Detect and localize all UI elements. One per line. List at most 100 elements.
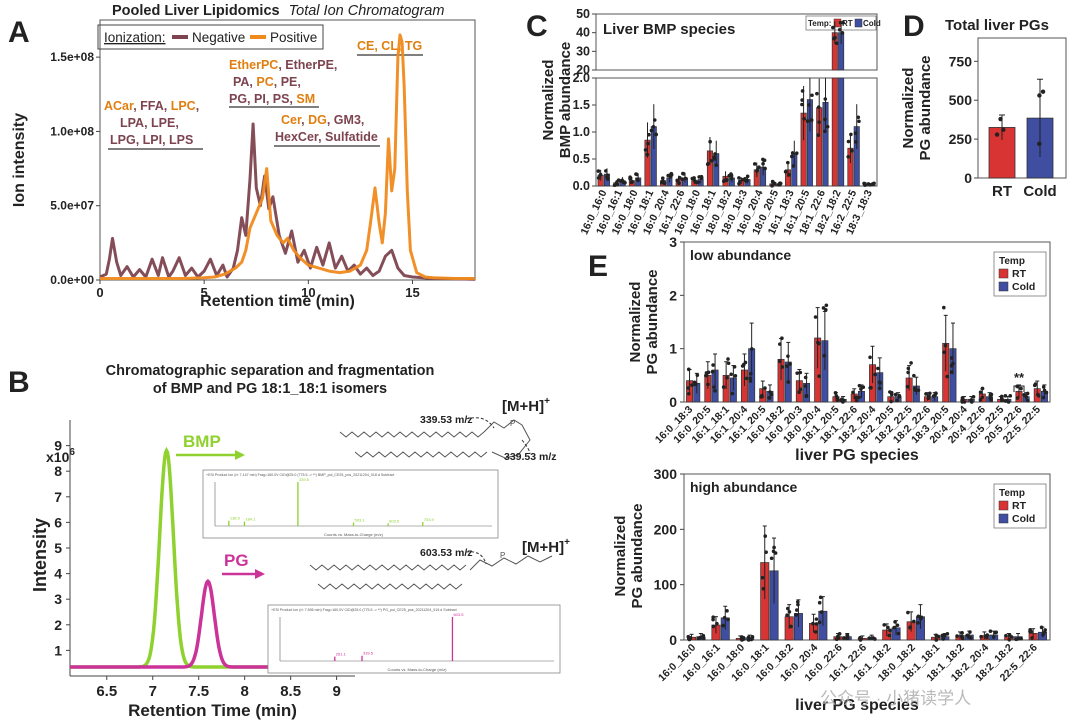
panel-e-low-data-point — [740, 364, 745, 368]
panel-letter-b: B — [8, 366, 30, 399]
panel-e-low-data-point — [824, 308, 828, 312]
panel-e-low-data-point — [694, 381, 698, 386]
panel-letter-d: D — [903, 10, 925, 43]
panel-e-low-data-point — [786, 380, 791, 384]
pg-phosphorus: P — [500, 551, 505, 560]
panel-b-y-tick-label: 8 — [54, 463, 62, 479]
panel-e-low-data-point — [712, 385, 716, 389]
panel-c-legend-cold: Cold — [863, 19, 881, 28]
panel-e-high-data-point — [711, 617, 715, 622]
panel-d-data-point — [994, 132, 1000, 137]
panel-e-high-data-point — [764, 550, 768, 554]
panel-e-high-data-point — [906, 610, 910, 615]
panel-c-data-point — [636, 178, 640, 183]
panel-c-upper-tick-label: 40 — [576, 26, 590, 40]
panel-e-low-data-point — [889, 390, 894, 395]
panel-e-low-data-point — [1003, 399, 1008, 403]
panel-c-data-point — [630, 179, 634, 184]
panel-c-data-point — [825, 124, 830, 129]
panel-c-y-label-1: Normalized — [540, 60, 557, 141]
bmp-ion-label: [M+H]+ — [502, 396, 550, 415]
panel-c-data-point — [713, 152, 717, 156]
pg-spectrum-peak-label: 339.5 — [363, 651, 374, 656]
panel-e-high-data-point — [814, 617, 819, 621]
legend-positive-label: Positive — [270, 30, 317, 45]
panel-c-data-point — [778, 181, 783, 186]
panel-c-data-point — [752, 162, 757, 166]
panel-d-data-point — [1037, 93, 1042, 98]
panel-c-data-point — [645, 152, 650, 157]
panel-e-significance: ** — [1014, 370, 1025, 385]
panel-e-high-data-point — [1041, 633, 1045, 637]
bmp-spectrum-header: +ESI Product Ion (rt: 7.147 min) Frag=16… — [206, 473, 394, 477]
panel-e-high-data-point — [787, 610, 792, 614]
panel-e-high-data-point — [916, 621, 920, 625]
panel-c-data-point — [605, 175, 609, 179]
panel-c-legend-title: Temp: — [808, 19, 831, 28]
panel-letter-e: E — [588, 250, 608, 283]
panel-e-low-legend-rt: RT — [1012, 268, 1027, 280]
pg-structure-chain-2 — [317, 583, 463, 590]
panel-e-low-data-point — [951, 361, 955, 366]
panel-b-y-tick-label: 4 — [54, 566, 62, 582]
bmp-mz-label-2: 339.53 m/z — [504, 451, 557, 463]
panel-e-high-data-point — [858, 638, 863, 642]
panel-e-low-legend-cold: Cold — [1012, 281, 1035, 293]
panel-e-high-data-point — [895, 623, 900, 628]
bmp-structure-chain-1 — [339, 431, 485, 438]
panel-a-x-label: Retention time (min) — [200, 293, 355, 310]
panel-e-low-data-point — [710, 369, 715, 374]
panel-e-low-data-point — [743, 360, 748, 365]
panel-c-data-point — [810, 93, 814, 98]
panel-e-high-data-point — [1007, 638, 1012, 642]
panel-e-high-data-point — [796, 602, 800, 607]
panel-c-lower-tick-label: 1.5 — [573, 98, 590, 112]
pg-spectrum-peak-label: 261.1 — [336, 652, 347, 657]
panel-e-low-legend-rt-swatch — [998, 268, 1009, 279]
pg-spectrum-header: +ESI Product Ion (rt: 7.596 min) Frag=16… — [271, 608, 457, 612]
lipid-group-1-line-1: ACar, FFA, LPC, — [104, 99, 199, 113]
panel-c-data-point — [800, 102, 804, 107]
panel-e-high-title: high abundance — [690, 479, 798, 495]
panel-c-lower-tick-label: 1.0 — [573, 125, 590, 139]
panel-e-high-data-point — [837, 632, 842, 636]
panel-e-high-tick-label: 300 — [654, 466, 678, 482]
panel-c-data-point — [652, 118, 657, 122]
panel-e-low-data-point — [785, 364, 789, 368]
lipid-group-1-line-3: LPG, LPI, LPS — [110, 133, 193, 147]
panel-c-lower-tick-label: 0.0 — [573, 179, 590, 193]
panel-e-high-data-point — [934, 638, 939, 642]
panel-e-low-data-point — [840, 397, 844, 401]
panel-e-high-data-point — [725, 609, 729, 613]
pg-structure-chain-1 — [309, 564, 467, 571]
lipid-group-2-line-1: EtherPC, EtherPE, — [229, 58, 337, 72]
panel-e-low-data-point — [822, 353, 827, 358]
panel-e-significance-bracket — [1013, 385, 1025, 392]
panel-d-bar-rt — [988, 127, 1016, 179]
panel-c-data-point — [800, 89, 805, 93]
panel-c-lower-tick-label: 0.5 — [573, 152, 590, 166]
panel-c-data-point — [823, 117, 827, 122]
panel-a-series-positive — [100, 33, 475, 280]
panel-c-lower-tick-label: 2.0 — [573, 71, 590, 85]
panel-e-low-data-point — [834, 394, 839, 398]
panel-e-low-data-point — [978, 398, 983, 402]
panel-b-x-tick-label: 8 — [241, 683, 249, 700]
panel-c-upper-frame — [595, 13, 878, 71]
panel-c-data-point — [762, 158, 767, 163]
panel-c-data-point — [598, 173, 603, 177]
panel-b-x-tick-label: 8.5 — [280, 683, 301, 700]
panel-d-data-point — [998, 116, 1003, 122]
panel-e-low-data-point — [744, 376, 749, 381]
panel-e-low-data-point — [1003, 394, 1008, 398]
panel-e-high-legend-title: Temp — [999, 488, 1025, 499]
panel-e-high-data-point — [882, 623, 887, 627]
panel-a-legend-box — [97, 24, 324, 50]
bmp-structure-headgroup — [483, 419, 531, 459]
panel-c-data-point — [790, 151, 795, 155]
panel-e-high-data-point — [945, 632, 950, 636]
panel-e-high-legend-rt-swatch — [998, 500, 1009, 511]
panel-c-data-point — [816, 105, 821, 109]
panel-e-high-data-point — [763, 534, 768, 538]
